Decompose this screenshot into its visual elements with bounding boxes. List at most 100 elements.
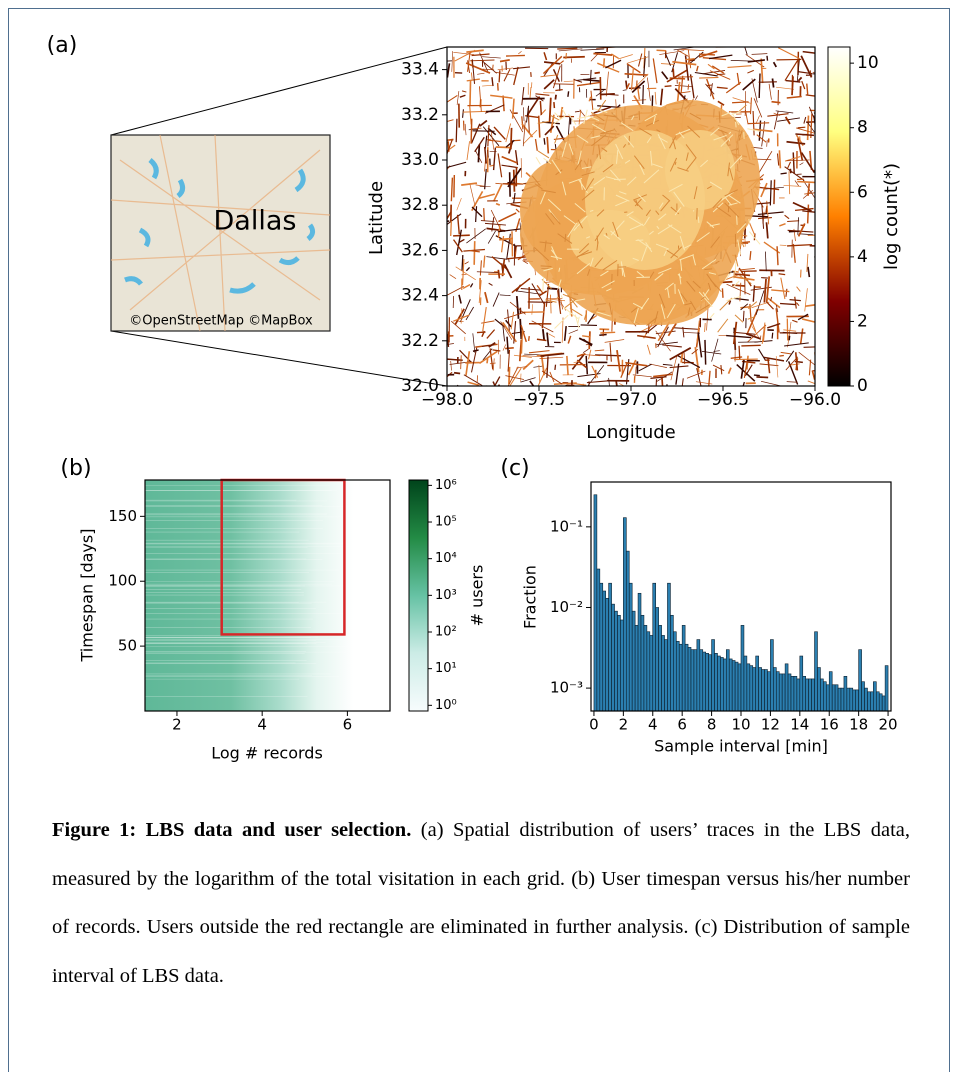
x-tick-label: 0 xyxy=(589,716,599,734)
bar xyxy=(744,656,747,711)
bar xyxy=(694,650,697,711)
heatmap-street xyxy=(515,246,516,252)
panel-label: (c) xyxy=(500,456,529,481)
colorbar xyxy=(828,47,850,386)
heatmap-street xyxy=(550,98,551,122)
bar xyxy=(750,666,753,711)
bar xyxy=(862,682,865,711)
bar xyxy=(867,692,870,711)
heatmap-street xyxy=(754,375,760,376)
bar xyxy=(847,688,850,711)
colorbar-label: log count(*) xyxy=(881,163,902,270)
bar xyxy=(712,640,715,711)
bar xyxy=(838,688,841,711)
heatmap-street xyxy=(498,270,499,279)
heatmap-street xyxy=(470,80,471,105)
heatmap-street xyxy=(705,340,706,365)
heatmap-street xyxy=(688,84,689,89)
x-tick-label: 6 xyxy=(677,716,687,734)
bar xyxy=(650,635,653,711)
bar xyxy=(659,625,662,711)
heatmap-street xyxy=(735,262,736,272)
heatmap-street xyxy=(471,119,472,144)
bar xyxy=(806,679,809,711)
x-tick-label: 14 xyxy=(790,716,809,734)
heatmap-street xyxy=(520,319,521,339)
bar xyxy=(885,666,888,711)
heatmap-street xyxy=(779,274,786,275)
colorbar-tick-label: 0 xyxy=(857,376,868,396)
heatmap-street xyxy=(643,85,644,104)
heatmap-street xyxy=(474,241,475,265)
bar xyxy=(835,685,838,711)
heatmap-street xyxy=(505,348,514,349)
heatmap-street xyxy=(461,355,462,369)
heatmap-street xyxy=(509,258,510,262)
heatmap-street xyxy=(808,235,826,236)
y-tick-label: 32.8 xyxy=(401,195,439,215)
x-tick-label: 20 xyxy=(879,716,898,734)
y-tick-label: 32.2 xyxy=(401,331,439,351)
heatmap-street xyxy=(444,61,452,62)
heatmap-street xyxy=(566,53,567,59)
colorbar-tick-label: 10⁵ xyxy=(435,515,457,530)
bar xyxy=(779,674,782,711)
caption-text: (a) Spatial distribution of users’ trace… xyxy=(52,819,910,987)
heatmap-street xyxy=(514,170,515,192)
bar xyxy=(815,632,818,711)
bar xyxy=(726,650,729,711)
x-tick-label: 6 xyxy=(343,716,353,734)
y-tick-label: 33.4 xyxy=(401,60,439,80)
x-tick-label: −97.0 xyxy=(605,390,657,410)
bar xyxy=(741,625,744,711)
inset-map: Dallas ©OpenStreetMap ©MapBox xyxy=(111,135,330,331)
heatmap-street xyxy=(732,102,748,103)
bar xyxy=(747,664,750,711)
heatmap-street xyxy=(698,217,699,223)
heatmap-street xyxy=(808,116,809,141)
bar xyxy=(859,650,862,711)
colorbar-tick-label: 2 xyxy=(857,311,868,331)
heatmap-street xyxy=(779,355,784,356)
bar xyxy=(829,672,832,711)
y-tick-label: 100 xyxy=(108,572,137,590)
y-tick-label: 32.4 xyxy=(401,286,439,306)
heatmap-street xyxy=(657,50,667,51)
bar xyxy=(612,604,615,711)
colorbar-tick-label: 6 xyxy=(857,182,868,202)
heatmap-street xyxy=(547,137,548,154)
bar xyxy=(797,679,800,711)
bar xyxy=(617,615,620,711)
x-tick-label: 4 xyxy=(257,716,267,734)
heatmap-street xyxy=(550,295,551,314)
x-tick-label: 16 xyxy=(820,716,839,734)
heatmap-street xyxy=(456,119,457,142)
y-tick-label: 50 xyxy=(118,637,137,655)
heatmap-street xyxy=(575,111,580,112)
caption-title: Figure 1: LBS data and user selection. xyxy=(52,819,411,841)
bar xyxy=(782,674,785,711)
bar xyxy=(706,653,709,711)
bar xyxy=(820,679,823,711)
bar xyxy=(817,668,820,711)
x-tick-label: 4 xyxy=(648,716,658,734)
panel-label: (a) xyxy=(47,33,78,58)
bar xyxy=(879,694,882,711)
bar xyxy=(823,682,826,711)
heatmap-street xyxy=(706,85,712,86)
heatmap-street xyxy=(665,86,672,87)
bar xyxy=(700,650,703,711)
heatmap-street xyxy=(589,331,590,349)
heatmap-street xyxy=(506,55,525,56)
heatmap-street xyxy=(493,65,494,70)
colorbar-tick-label: 10 xyxy=(857,53,879,73)
heatmap-street xyxy=(667,384,669,410)
x-tick-label: 2 xyxy=(172,716,182,734)
bar xyxy=(753,668,756,711)
bar xyxy=(729,659,732,711)
bar xyxy=(615,611,618,711)
bar xyxy=(732,660,735,711)
heatmap-street xyxy=(503,96,504,112)
bar xyxy=(773,668,776,711)
bar xyxy=(720,657,723,711)
